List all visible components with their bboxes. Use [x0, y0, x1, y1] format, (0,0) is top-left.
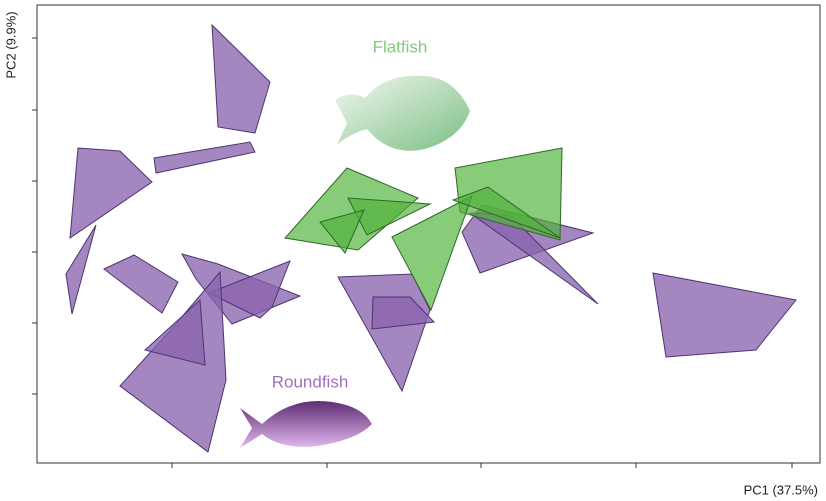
ticks	[32, 37, 793, 468]
roundfish-hulls	[65, 23, 797, 453]
y-axis-label: PC2 (9.9%)	[3, 11, 18, 78]
roundfish-icon	[240, 400, 372, 448]
flatfish-icon	[335, 75, 470, 151]
hull	[337, 273, 431, 393]
hull	[103, 254, 179, 314]
x-axis-label: PC1 (37.5%)	[744, 482, 818, 497]
flatfish-label: Flatfish	[373, 37, 428, 56]
hull	[371, 296, 436, 330]
hull	[391, 194, 473, 312]
fish-icons	[240, 75, 470, 448]
hull	[153, 141, 256, 174]
hull	[211, 23, 271, 134]
axes	[32, 4, 821, 468]
flatfish-hulls	[284, 147, 563, 312]
hull	[319, 209, 365, 254]
hull	[652, 272, 797, 358]
hull	[69, 147, 153, 240]
hull	[284, 167, 419, 251]
roundfish-label: Roundfish	[272, 372, 349, 391]
hull	[143, 298, 206, 366]
hull	[119, 270, 227, 453]
hull	[207, 260, 291, 319]
hull	[454, 147, 563, 241]
hull	[65, 224, 97, 315]
hull	[451, 186, 561, 239]
